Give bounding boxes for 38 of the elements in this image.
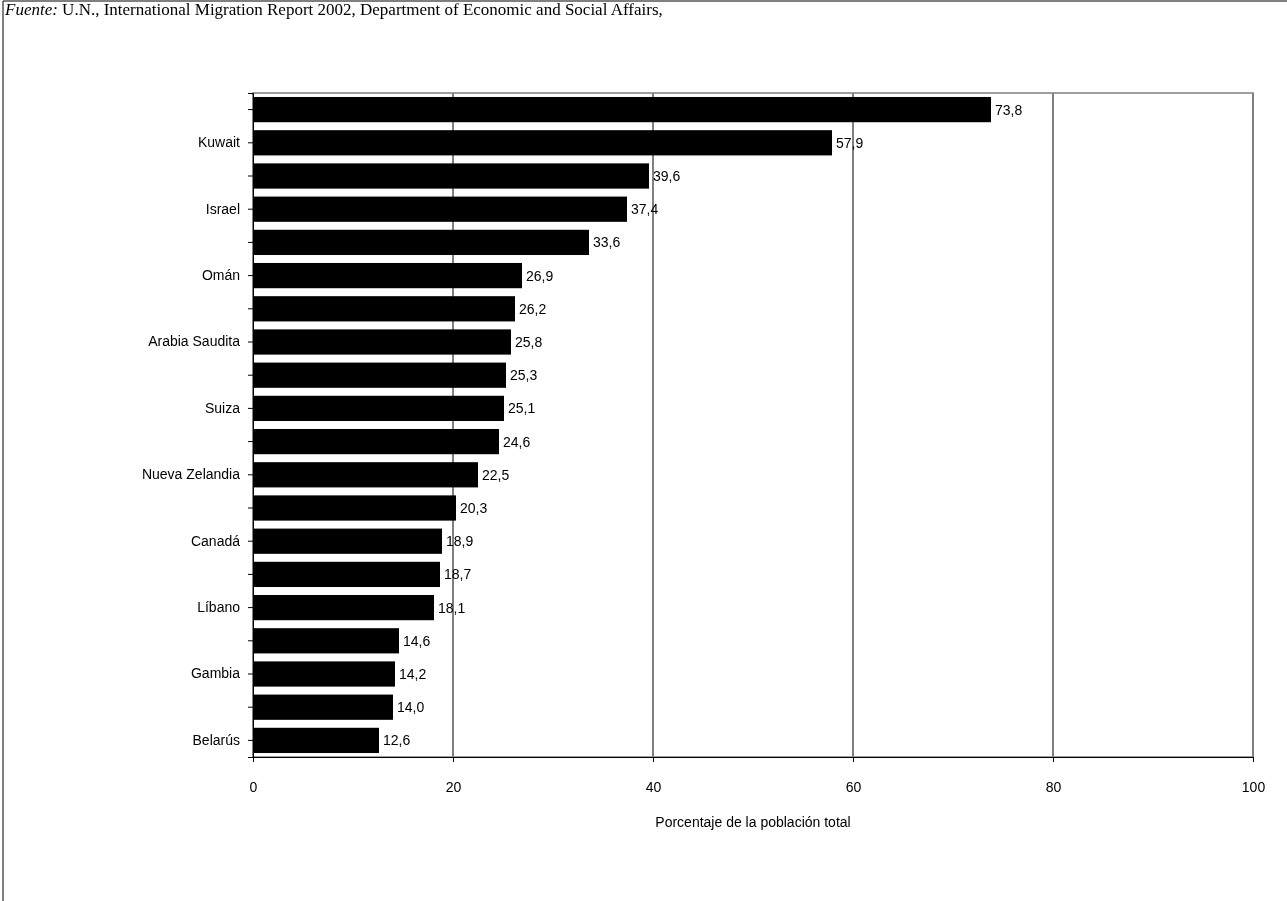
y-tick-label: Kuwait — [197, 134, 241, 151]
x-axis-title: Porcentaje de la población total — [655, 814, 851, 830]
y-tick-label: Nueva Zelandia — [141, 466, 241, 483]
data-label: 14,6 — [403, 632, 431, 649]
y-tick-label: Israel — [205, 200, 240, 217]
x-tick-label: 60 — [845, 778, 862, 795]
data-label: 25,3 — [510, 367, 538, 384]
y-tick-label: Omán — [201, 267, 240, 284]
data-label: 12,6 — [383, 732, 411, 749]
data-label: 20,3 — [460, 499, 488, 516]
x-tick-label: 0 — [249, 778, 258, 795]
y-tick-label: Canadá — [190, 532, 241, 549]
x-tick-label: 40 — [645, 778, 662, 795]
data-label: 73,8 — [995, 101, 1023, 118]
data-label: 22,5 — [482, 466, 510, 483]
data-label: 33,6 — [593, 234, 621, 251]
data-label: 57,9 — [836, 134, 864, 151]
data-label: 24,6 — [503, 433, 531, 450]
y-tick-label: Belarús — [192, 731, 240, 748]
data-label: 18,9 — [446, 533, 474, 550]
data-label: 14,2 — [399, 665, 427, 682]
data-label: 39,6 — [653, 167, 681, 184]
x-tick-label: 20 — [445, 778, 462, 795]
y-tick-label: Arabia Saudita — [148, 333, 241, 350]
source-note: Fuente: U.N., International Migration Report 2002, Department of Economic and Social Affairs, — [4, 0, 663, 19]
data-label: 18,1 — [438, 599, 466, 616]
data-label: 25,8 — [515, 333, 543, 350]
data-label: 37,4 — [631, 201, 659, 218]
data-label: 26,9 — [526, 267, 554, 284]
x-tick-label: 100 — [1241, 778, 1266, 795]
data-label: 25,1 — [508, 400, 536, 417]
x-tick-label: 80 — [1045, 778, 1062, 795]
data-label: 14,0 — [397, 699, 425, 716]
y-tick-label: Gambia — [190, 665, 241, 682]
data-label: 18,7 — [444, 566, 472, 583]
y-tick-label: Suiza — [204, 399, 241, 416]
data-label: 26,2 — [519, 300, 547, 317]
y-tick-label: Líbano — [197, 599, 241, 616]
